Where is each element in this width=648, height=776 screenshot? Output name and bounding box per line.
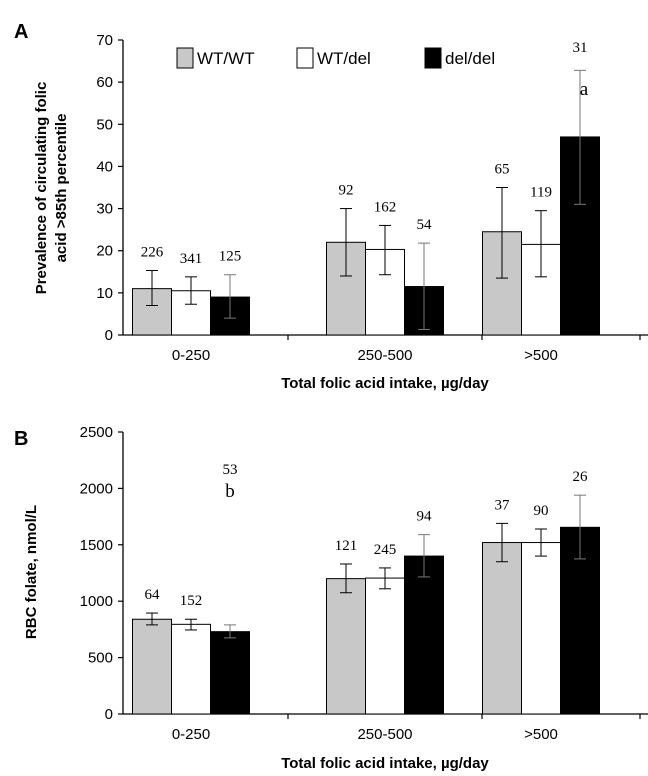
x-tick-label: >500 [524, 726, 558, 743]
y-tick-label: 10 [96, 285, 113, 302]
bar [365, 577, 405, 715]
bar [210, 631, 250, 715]
data-label-n: 162 [374, 199, 397, 215]
panel-a-axes: 0 10 20 30 40 50 60 70 0-250 250-500 >500 [96, 32, 648, 364]
data-label-n: 152 [180, 593, 203, 609]
bar [482, 542, 522, 715]
data-label-n: 341 [180, 251, 203, 267]
x-tick-label: 250-500 [357, 726, 412, 743]
legend-swatch [296, 47, 314, 69]
data-label-n: 31 [573, 40, 588, 56]
bar [171, 290, 211, 336]
data-label-n: 125 [219, 249, 242, 265]
data-label-n: 94 [417, 509, 433, 525]
y-tick-label: 40 [96, 158, 113, 175]
data-label-n: 64 [145, 587, 161, 603]
y-tick-label: 1500 [80, 537, 113, 554]
x-tick-label: 250-500 [357, 347, 412, 364]
bar [132, 618, 172, 715]
panel-b-chart: B RBC folate, nmol/L 0 500 1000 1500 2000 250… [14, 424, 648, 772]
panel-a-chart: A Prevalence of circulating folic acid >… [14, 21, 648, 392]
panel-a-bars: 226 92 65 341 162 119 125 54 31 a [132, 40, 600, 336]
x-tick-label: 0-250 [172, 726, 210, 743]
panel-a-xlabel: Total folic acid intake, µg/day [281, 375, 489, 392]
bar [521, 542, 561, 715]
data-label-n: 53 [223, 462, 238, 478]
panel-b-xlabel: Total folic acid intake, µg/day [281, 755, 489, 772]
data-label-n: 92 [339, 183, 354, 199]
data-label-n: 226 [141, 245, 164, 261]
panel-b-bars: 64 121 37 152 245 90 53 94 26 b [132, 462, 600, 715]
panel-a-ylabel-line1: Prevalence of circulating folic [33, 82, 50, 295]
data-label-n: 65 [495, 162, 510, 178]
y-tick-label: 60 [96, 74, 113, 91]
panel-b-letter: B [14, 428, 28, 450]
bar [326, 578, 366, 715]
panel-a-letter: A [14, 21, 28, 43]
data-label-n: 245 [374, 542, 397, 558]
data-label-n: 37 [495, 497, 511, 513]
panel-a-ylabel: Prevalence of circulating folic acid >85… [33, 82, 70, 295]
legend-swatch [176, 47, 194, 69]
legend-label: WT/WT [197, 49, 255, 68]
data-label-n: 121 [335, 538, 358, 554]
data-label-n: 54 [417, 217, 433, 233]
legend-label: del/del [445, 49, 495, 68]
panel-a-ylabel-line2: acid >85th percentile [53, 114, 70, 263]
data-label-n: 26 [573, 469, 589, 485]
y-tick-label: 30 [96, 201, 113, 218]
bar [171, 623, 211, 715]
bar [404, 555, 444, 715]
x-tick-label: 0-250 [172, 347, 210, 364]
significance-annotation: a [580, 79, 589, 100]
y-tick-label: 1000 [80, 593, 113, 610]
y-tick-label: 0 [105, 327, 113, 344]
legend: WT/WT WT/del del/del [176, 47, 495, 69]
y-tick-label: 2000 [80, 480, 113, 497]
data-label-n: 90 [534, 503, 549, 519]
data-label-n: 119 [530, 185, 552, 201]
y-tick-label: 500 [88, 650, 113, 667]
panel-b-ylabel: RBC folate, nmol/L [23, 505, 40, 639]
legend-label: WT/del [317, 49, 371, 68]
significance-annotation: b [225, 481, 235, 502]
x-tick-label: >500 [524, 347, 558, 364]
y-tick-label: 20 [96, 243, 113, 260]
y-tick-label: 0 [105, 706, 113, 723]
legend-swatch [424, 47, 442, 69]
y-tick-label: 70 [96, 32, 113, 49]
y-tick-label: 50 [96, 116, 113, 133]
y-tick-label: 2500 [80, 424, 113, 441]
